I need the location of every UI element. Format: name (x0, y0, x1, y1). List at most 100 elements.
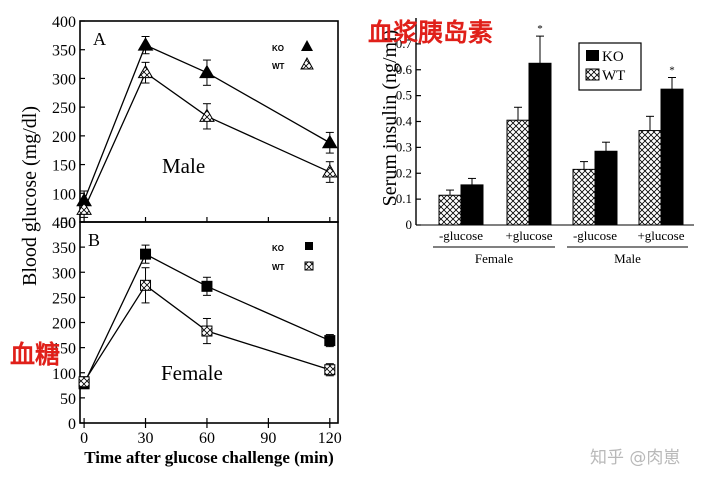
panel-b-x-axis-title: Time after glucose challenge (min) (84, 448, 334, 467)
a-y-tick-label: 300 (52, 71, 76, 88)
a-wt-point (76, 201, 92, 215)
panel-c-y-axis: 0 0.1 0.2 0.3 0.4 0.5 0.6 0.7 (396, 36, 421, 232)
panel-b-legend: KO WT (272, 242, 314, 272)
panel-a-sex-label: Male (162, 154, 205, 178)
a-y-tick-label: 150 (52, 158, 76, 175)
panel-c-legend-wt-swatch (585, 68, 600, 81)
a-y-tick-label: 250 (52, 100, 76, 117)
c-bar-ko (460, 184, 484, 226)
b-y-tick-label: 200 (52, 316, 76, 333)
c-y-tick-label: 0 (406, 217, 413, 232)
c-y-tick-label: 0.4 (396, 114, 413, 129)
c-y-tick-label: 0.7 (396, 36, 413, 51)
insulin-annotation: 血浆胰岛素 (368, 18, 494, 47)
a-ko-line (83, 44, 331, 201)
a-wt-point (321, 164, 338, 178)
b-y-tick-label: 0 (68, 416, 76, 433)
panel-b-frame (79, 221, 339, 424)
panel-a-legend-wt-marker (300, 56, 314, 70)
a-wt-point (199, 108, 215, 122)
watermark: 知乎 @肉崽 (590, 448, 681, 468)
c-bar-ko (594, 150, 618, 226)
panel-a-legend-ko-marker (301, 40, 313, 51)
panel-a-series (76, 36, 338, 218)
panel-b-sex-label: Female (161, 361, 223, 385)
panel-a-y-axis: 50 100 150 200 250 300 350 400 (52, 14, 331, 232)
b-x-tick-label: 0 (80, 430, 88, 447)
panel-b-x-axis: 0 30 60 90 120 (80, 423, 342, 447)
c-y-tick-label: 0.2 (396, 165, 412, 180)
b-ko-point (201, 280, 213, 292)
a-wt-line (83, 71, 331, 210)
panel-b-y-axis: 0 50 100 150 200 250 300 350 400 (52, 215, 331, 433)
panel-c-legend-ko: KO (602, 49, 624, 65)
a-y-tick-label: 400 (52, 14, 76, 31)
c-category-label: -glucose (573, 228, 617, 243)
panel-b-legend-ko: KO (272, 244, 284, 253)
a-wt-point (137, 64, 154, 79)
panel-c: 00.10.20.30.40.50.60.7 ** -glucose +gluco… (379, 18, 694, 266)
panel-c-x-axis: -glucose +glucose -glucose +glucose Female Ma… (433, 228, 688, 266)
b-y-tick-label: 150 (52, 341, 76, 358)
a-y-tick-label: 100 (52, 186, 76, 203)
panel-a-legend-wt: WT (272, 62, 285, 71)
panel-a: 50 100 150 200 250 300 350 400 A Male KO WT (52, 14, 339, 232)
c-category-label: +glucose (637, 228, 684, 243)
b-y-tick-label: 350 (52, 240, 76, 257)
c-group-label: Female (475, 251, 513, 266)
b-y-tick-label: 400 (52, 215, 76, 232)
b-x-tick-label: 30 (138, 430, 154, 447)
a-ko-point (321, 134, 338, 149)
b-x-tick-label: 90 (260, 430, 276, 447)
c-significance-mark: * (669, 65, 675, 77)
c-bar-ko (528, 62, 552, 226)
c-bar-wt (572, 168, 596, 226)
glucose-annotation: 血糖 (10, 340, 61, 369)
a-y-tick-label: 50 (60, 215, 76, 232)
panel-b-legend-wt: WT (272, 263, 285, 272)
panel-a-legend: KO WT (272, 40, 314, 71)
panel-a-legend-ko: KO (272, 44, 284, 53)
c-y-tick-label: 0.1 (396, 191, 412, 206)
glucose-y-axis-title: Blood glucose (mg/dl) (19, 106, 41, 286)
b-y-tick-label: 250 (52, 290, 76, 307)
panel-b-label: B (88, 230, 100, 250)
c-y-tick-label: 0.6 (396, 62, 413, 77)
panel-c-legend-ko-swatch (586, 50, 599, 61)
c-bar-wt (438, 194, 462, 226)
c-group-label: Male (614, 251, 641, 266)
c-y-tick-label: 0.3 (396, 139, 412, 154)
b-y-tick-label: 300 (52, 265, 76, 282)
panel-c-legend: KO WT (578, 42, 642, 91)
panel-b-legend-ko-marker (305, 242, 313, 250)
c-significance-mark: * (537, 23, 543, 35)
b-wt-point (140, 279, 152, 291)
panel-b-legend-wt-marker (304, 261, 314, 271)
b-wt-line (83, 284, 331, 383)
panel-c-legend-wt: WT (602, 68, 625, 84)
b-y-tick-label: 50 (60, 391, 76, 408)
b-wt-point (78, 376, 90, 388)
a-ko-point (137, 37, 154, 51)
c-bar-wt (506, 119, 530, 226)
a-y-tick-label: 350 (52, 43, 76, 60)
b-y-tick-label: 100 (52, 366, 76, 383)
c-bar-ko (660, 88, 684, 226)
c-y-tick-label: 0.5 (396, 88, 412, 103)
b-x-tick-label: 60 (199, 430, 215, 447)
b-ko-line (83, 253, 331, 385)
b-wt-point (201, 325, 213, 337)
a-y-tick-label: 200 (52, 129, 76, 146)
panel-b-series (78, 244, 336, 390)
panel-a-label: A (93, 29, 106, 49)
panel-c-bars: ** (438, 23, 684, 226)
panel-c-y-axis-title: Serum insulin (ng/ml) (379, 30, 401, 207)
a-ko-point (199, 64, 215, 79)
b-wt-point (324, 364, 336, 376)
b-ko-point (140, 248, 152, 260)
c-category-label: +glucose (505, 228, 552, 243)
c-category-label: -glucose (439, 228, 483, 243)
b-x-tick-label: 120 (318, 430, 342, 447)
c-bar-wt (638, 130, 662, 226)
